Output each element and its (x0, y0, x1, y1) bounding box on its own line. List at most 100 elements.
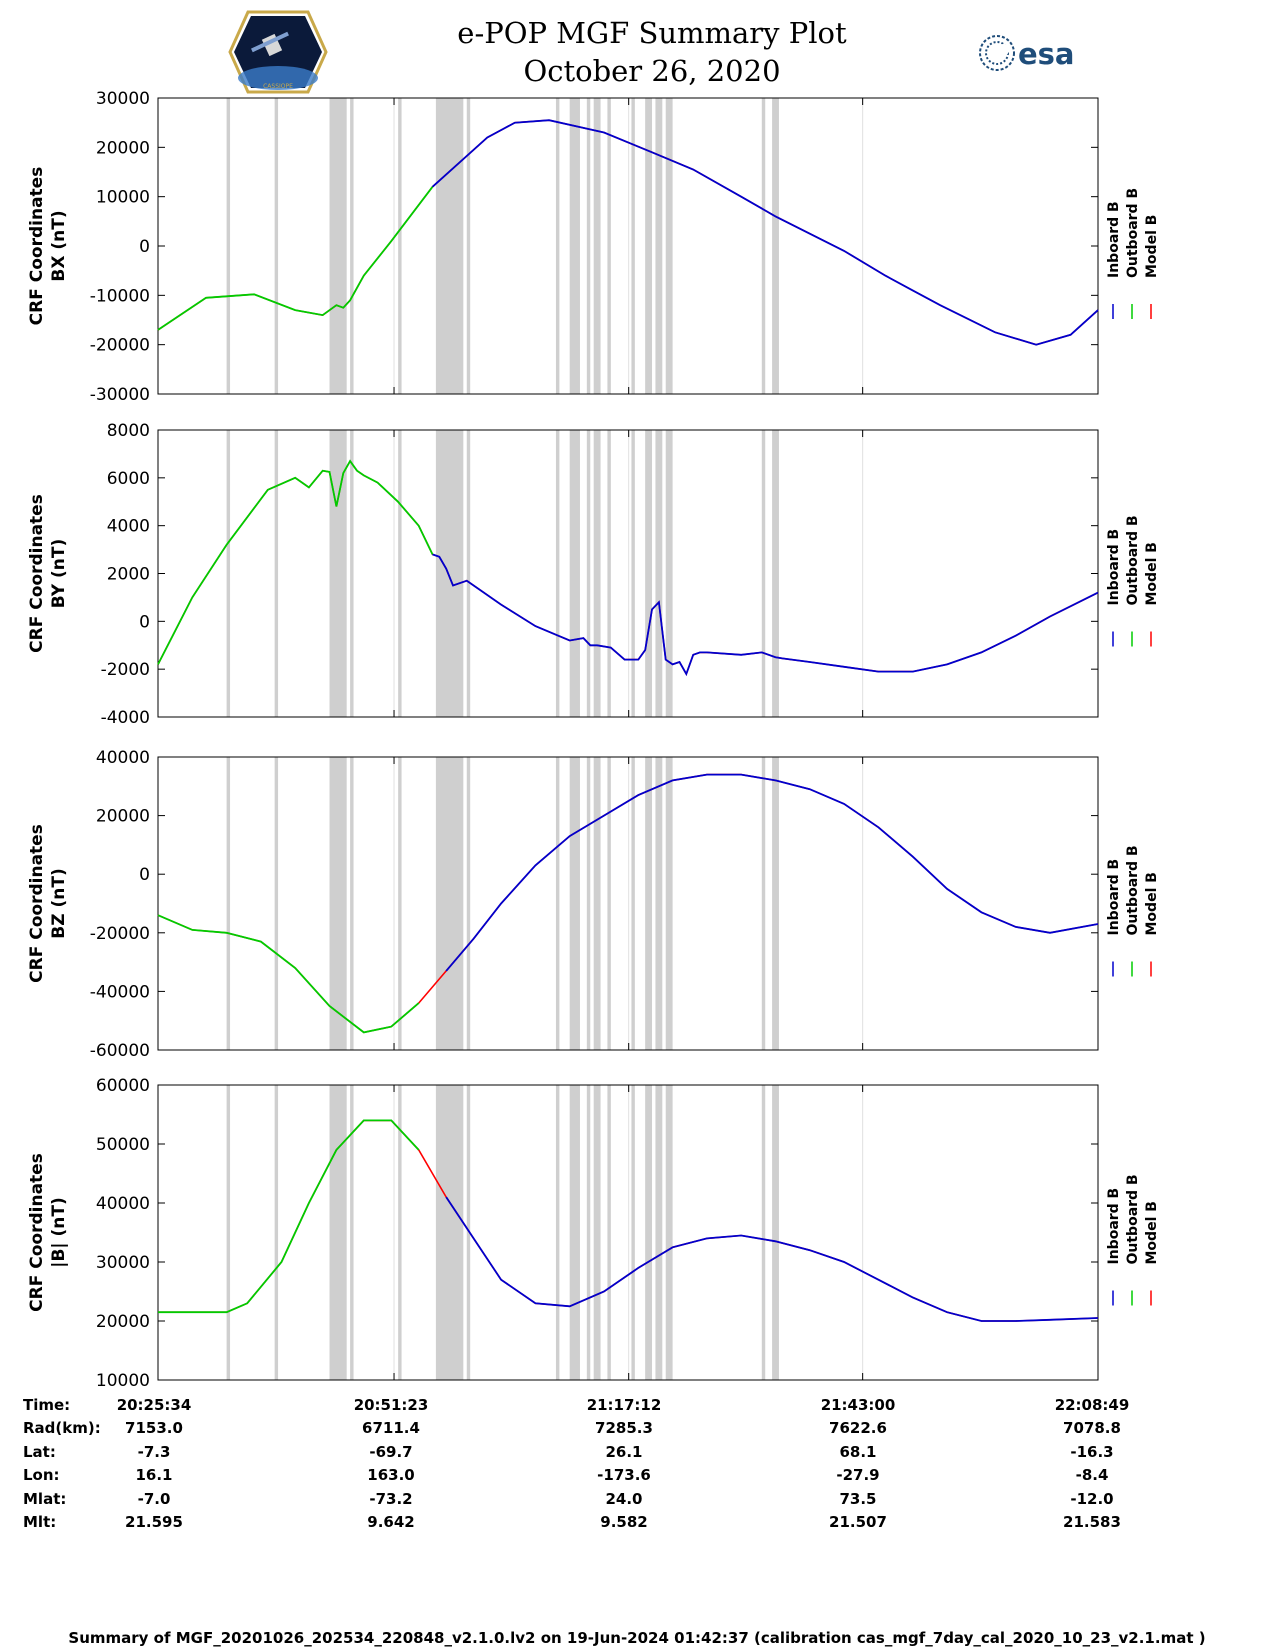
gray-band (645, 1085, 653, 1380)
info-cell: 22:08:49 (1055, 1396, 1130, 1414)
gray-band (274, 1085, 279, 1380)
series-line-model-b (157, 459, 1099, 676)
info-cell: -73.2 (369, 1490, 412, 1508)
legend-label: Model B (1144, 542, 1160, 605)
gray-band (226, 430, 231, 717)
gray-band (631, 98, 635, 394)
y-axis-label: CRF Coordinates (27, 167, 47, 326)
gray-band (569, 757, 580, 1050)
cassiope-logo-text: CASSIOPE (263, 83, 293, 90)
info-cell: 7622.6 (829, 1419, 887, 1437)
title-line-1: e-POP MGF Summary Plot (457, 16, 847, 50)
series-line-outboard-b (157, 186, 434, 331)
y-tick-label: 2000 (107, 565, 150, 585)
y-tick-label: 20000 (96, 138, 150, 158)
gray-band (435, 1085, 464, 1380)
gray-band (586, 98, 591, 394)
y-axis-label-units: BZ (nT) (49, 868, 69, 938)
series-line-inboard-b (445, 1196, 1099, 1322)
title-line-2: October 26, 2020 (523, 54, 780, 88)
info-row-label: Mlt: (23, 1513, 56, 1531)
gray-band (761, 430, 766, 717)
gray-band (569, 1085, 580, 1380)
y-tick-label: -2000 (101, 660, 150, 680)
plot-frame (157, 756, 1099, 1051)
gray-band (350, 430, 354, 717)
legend-label: Model B (1144, 1201, 1160, 1264)
gray-band (555, 1085, 560, 1380)
info-cell: -16.3 (1070, 1443, 1113, 1461)
y-axis-label: CRF Coordinates (27, 824, 47, 983)
info-cell: -173.6 (597, 1466, 651, 1484)
y-axis-label-units: |B| (nT) (49, 1197, 69, 1268)
gray-band (593, 1085, 601, 1380)
gray-band (607, 430, 611, 717)
gray-band (466, 1085, 471, 1380)
y-axis-label-units: BX (nT) (49, 210, 69, 281)
gray-band (761, 757, 766, 1050)
legend-label: Model B (1144, 215, 1160, 278)
info-row-label: Rad(km): (23, 1419, 101, 1437)
y-tick-label: 8000 (107, 421, 150, 441)
info-cell: -27.9 (836, 1466, 879, 1484)
y-tick-label: 50000 (96, 1135, 150, 1155)
info-cell: 21.507 (829, 1513, 887, 1531)
info-cell: 26.1 (605, 1443, 642, 1461)
gray-band (655, 430, 663, 717)
gray-band (398, 430, 402, 717)
y-tick-label: -4000 (101, 708, 150, 728)
gray-band (645, 98, 653, 394)
series-line-outboard-b (158, 1119, 420, 1314)
y-tick-label: -40000 (90, 982, 150, 1002)
info-cell: -7.0 (138, 1490, 171, 1508)
y-axis-label: CRF Coordinates (27, 494, 47, 653)
plot-frame (157, 1084, 1099, 1381)
y-tick-label: 0 (139, 865, 150, 885)
gray-band (226, 1085, 231, 1380)
legend-label: Inboard B (1106, 859, 1122, 936)
gray-band (655, 1085, 663, 1380)
info-cell: -12.0 (1070, 1490, 1113, 1508)
info-cell: 24.0 (605, 1490, 642, 1508)
gray-band (329, 757, 347, 1050)
info-table: Time: Rad(km): Lat: Lon: Mlat: Mlt: 20:25:34 71… (23, 1396, 1129, 1531)
panel-3: 40000 20000 0 -20000 -40000 -60000 CRF Coordin… (27, 748, 1160, 1061)
gray-band (555, 757, 560, 1050)
info-cell: 21:43:00 (821, 1396, 896, 1414)
footer-summary: Summary of MGF_20201026_202534_220848_v2… (68, 1629, 1205, 1647)
gray-band (555, 430, 560, 717)
gray-band (586, 1085, 591, 1380)
y-tick-label: 30000 (96, 1253, 150, 1273)
gray-band (350, 757, 354, 1050)
gray-band (772, 98, 779, 394)
gray-band (466, 98, 471, 394)
panel-4: 60000 50000 40000 30000 20000 10000 CRF Coordi… (27, 1076, 1160, 1391)
panel-2: 8000 6000 4000 2000 0 -2000 -4000 CRF Coordinat… (27, 421, 1160, 728)
y-tick-label: -60000 (90, 1041, 150, 1061)
gray-band (274, 98, 279, 394)
info-row-label: Lon: (23, 1466, 60, 1484)
esa-logo-text: esa (1018, 37, 1075, 71)
gray-band (329, 98, 347, 394)
gray-band (398, 757, 402, 1050)
info-cell: 7078.8 (1063, 1419, 1121, 1437)
y-tick-label: 6000 (107, 469, 150, 489)
info-cell: 73.5 (839, 1490, 876, 1508)
info-row-label: Lat: (23, 1443, 56, 1461)
gray-band (435, 430, 464, 717)
series-line-outboard-b (157, 914, 420, 1034)
gray-band (350, 1085, 354, 1380)
info-cell: 20:51:23 (354, 1396, 429, 1414)
series-line-model-b (158, 1119, 1099, 1322)
gray-band (274, 757, 279, 1050)
y-tick-label: 60000 (96, 1076, 150, 1096)
info-cell: 163.0 (367, 1466, 414, 1484)
y-tick-label: 20000 (96, 807, 150, 827)
series-line-inboard-b (445, 773, 1099, 972)
info-row-label: Time: (23, 1396, 70, 1414)
gray-band (655, 98, 663, 394)
legend-label: Outboard B (1125, 188, 1141, 278)
cassiope-logo: CASSIOPE (228, 10, 328, 94)
